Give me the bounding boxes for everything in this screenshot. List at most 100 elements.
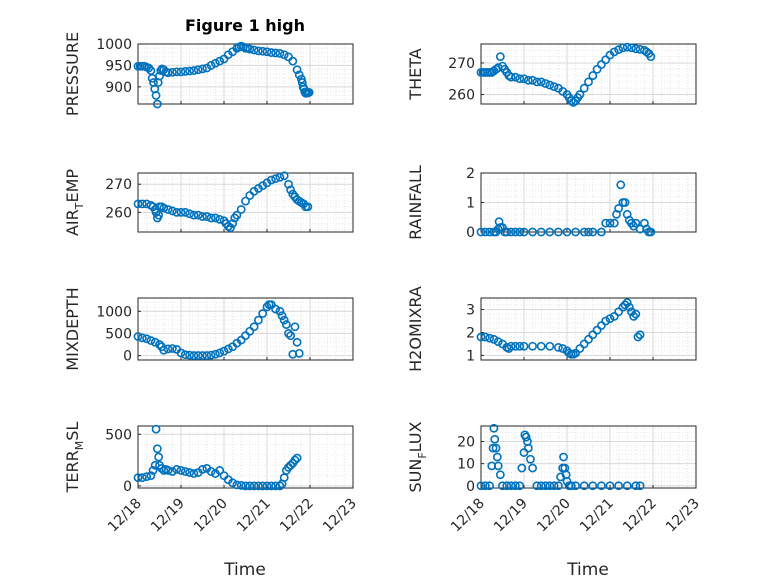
data-point — [193, 351, 203, 360]
data-point — [232, 480, 242, 490]
data-point — [292, 65, 302, 75]
data-point — [142, 472, 151, 482]
data-point — [284, 179, 293, 189]
data-point — [219, 346, 229, 356]
axes-box — [480, 43, 697, 105]
y-tick-label: 500 — [105, 427, 132, 443]
data-point — [193, 65, 203, 75]
y-axis-label: RAINFALL — [406, 165, 425, 240]
y-axis-label-subscript: M — [73, 441, 86, 451]
y-axis-label-rest: LUX — [406, 421, 425, 452]
data-point — [262, 481, 272, 491]
plot-area — [138, 426, 353, 488]
data-point — [588, 330, 598, 340]
data-point — [167, 467, 177, 476]
data-point — [592, 325, 602, 335]
y-tick-label: 260 — [105, 205, 132, 221]
data-point — [584, 334, 593, 344]
data-point — [624, 302, 634, 312]
data-point — [536, 341, 546, 351]
figure-title: Figure 1 high — [185, 16, 305, 35]
data-point — [303, 202, 313, 212]
data-point — [502, 227, 512, 237]
data-point — [266, 175, 276, 185]
data-point — [545, 481, 555, 491]
data-point — [279, 171, 289, 181]
data-point — [223, 344, 233, 354]
data-point — [253, 481, 263, 491]
data-point — [206, 467, 216, 476]
data-point — [506, 227, 516, 237]
data-point — [137, 199, 147, 209]
data-point — [148, 466, 158, 475]
data-point — [245, 481, 255, 491]
plot-area — [138, 173, 353, 232]
data-point — [614, 481, 623, 491]
data-point — [622, 42, 632, 52]
data-point — [185, 66, 194, 76]
y-tick-label: 20 — [457, 435, 475, 451]
data-point — [167, 67, 177, 77]
data-point — [646, 52, 656, 62]
y-tick-label: 950 — [105, 58, 132, 74]
data-point — [154, 452, 164, 462]
y-axis-label-subscript: F — [416, 452, 429, 458]
data-point — [137, 333, 147, 343]
data-point — [511, 341, 520, 351]
data-point — [236, 481, 246, 490]
data-point — [627, 307, 636, 317]
data-point — [137, 473, 147, 483]
data-point — [571, 481, 580, 491]
data-point — [281, 320, 291, 329]
plot-area — [138, 44, 353, 104]
data-point — [133, 332, 143, 341]
data-point — [189, 210, 199, 220]
y-axis-label-main: RAINFALL — [406, 165, 425, 240]
data-point — [152, 99, 162, 109]
data-point — [511, 227, 520, 237]
data-point — [215, 214, 225, 224]
data-point — [609, 311, 619, 321]
data-point — [210, 213, 220, 223]
data-point — [559, 452, 568, 462]
data-point — [152, 444, 162, 454]
data-point — [151, 91, 161, 100]
y-axis-label-main: H2OMIXRA — [406, 286, 425, 372]
data-point — [579, 83, 589, 93]
y-axis-label-main: AIR — [63, 209, 82, 236]
y-tick-label: 0 — [466, 479, 475, 495]
data-point — [605, 314, 615, 324]
data-point — [631, 481, 641, 491]
data-point — [584, 77, 593, 87]
plot-area — [481, 426, 696, 488]
data-point — [490, 434, 500, 444]
y-axis-label-main: THETA — [406, 48, 425, 100]
data-point — [495, 470, 505, 480]
data-point — [614, 203, 623, 213]
data-point — [506, 72, 516, 82]
data-point — [528, 227, 537, 237]
data-point — [266, 481, 276, 491]
data-point — [532, 77, 542, 87]
data-point — [279, 50, 289, 60]
data-point — [480, 481, 490, 491]
data-point — [545, 80, 555, 90]
y-tick-label: 260 — [448, 88, 475, 104]
data-point — [493, 337, 503, 347]
data-point — [286, 460, 296, 470]
y-tick-label: 3 — [466, 302, 475, 318]
data-point — [133, 473, 143, 483]
data-point — [569, 98, 578, 107]
data-point — [198, 212, 207, 221]
axes-box — [480, 425, 697, 489]
data-point — [294, 70, 304, 80]
data-point — [622, 481, 632, 491]
data-point — [597, 481, 606, 491]
data-point — [521, 432, 531, 442]
data-point — [180, 67, 190, 76]
data-point — [215, 348, 225, 358]
data-point — [618, 43, 628, 53]
data-point — [614, 45, 623, 55]
data-point — [167, 344, 177, 353]
data-point — [210, 349, 220, 359]
